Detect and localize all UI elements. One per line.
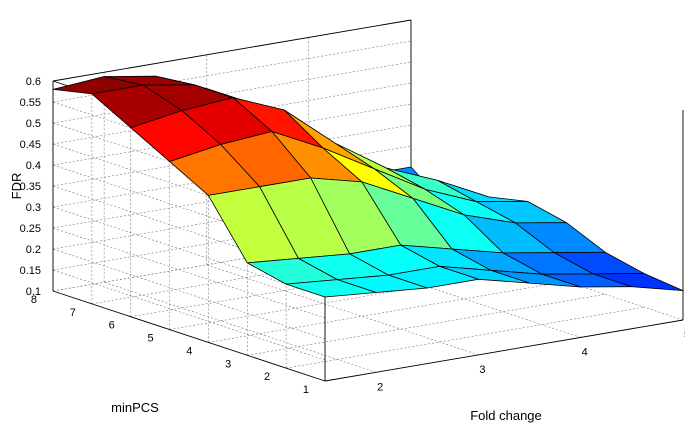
surface-patch [285,279,377,298]
tick-labels: 0.1 0.15 0.2 0.25 0.3 0.35 0.4 0.45 0.5 0.55 0.6 1 2… [20,76,685,396]
x-tick-label: 5 [684,329,685,341]
z-tick-label: 0.2 [26,244,41,256]
x-tick-label: 4 [582,346,588,358]
surface [52,75,684,298]
x-axis-label: Fold change [470,408,542,423]
z-tick-label: 0.5 [26,118,41,130]
y-tick-label: 2 [264,371,270,383]
z-tick-label: 0.25 [20,223,41,235]
grid-floor-line [52,229,412,292]
grid-line-z [52,61,412,124]
z-tick-label: 0.3 [26,202,41,214]
y-tick-label: 1 [303,384,309,396]
z-tick-label: 0.45 [20,139,41,151]
grid-floor-line [247,293,606,356]
grid-floor-line [208,281,567,343]
axis-edge [52,19,412,82]
axis-edge [324,319,684,382]
y-axis-label: minPCS [111,400,159,415]
y-tick-label: 7 [70,307,76,319]
z-tick-label: 0.35 [20,181,41,193]
z-axis-label: FDR [9,173,24,200]
y-tick-label: 6 [109,320,115,332]
z-tick-label: 0.4 [26,160,41,172]
x-tick-label: 2 [377,381,383,393]
axis-edge [52,290,326,382]
y-tick-label: 8 [31,294,37,306]
y-tick-label: 5 [147,333,153,345]
y-tick-label: 4 [186,345,192,357]
z-tick-label: 0.15 [20,265,41,277]
z-tick-label: 0.1 [26,286,41,298]
y-tick-label: 3 [225,358,231,370]
z-tick-label: 0.6 [26,76,41,88]
grid-floor-line [286,306,645,369]
grid-floor-line [169,268,528,330]
x-tick-label: 3 [479,364,485,376]
z-tick-label: 0.55 [20,97,41,109]
grid-line-z [52,208,412,271]
